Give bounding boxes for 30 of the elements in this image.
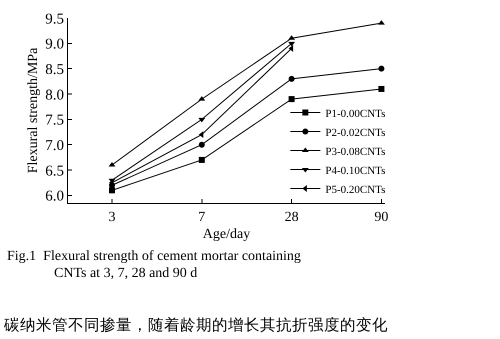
legend-label: P3-0.08CNTs <box>325 146 386 158</box>
text: 碳纳米管不同掺量，随着龄期的增长其抗折强度的变化 <box>3 316 388 334</box>
legend-label: P5-0.20CNTs <box>325 184 386 196</box>
caption: Fig.1 Flexural strength of cement mortar containing <box>7 249 301 264</box>
point <box>108 162 116 166</box>
point <box>109 187 115 194</box>
point <box>288 96 295 102</box>
x-tick-label: 7 <box>198 210 206 225</box>
y-tick-label: 8.5 <box>45 62 64 78</box>
y-axis-title: Flexural strength/MPa <box>26 46 41 174</box>
x-tick-label: 90 <box>374 210 388 225</box>
point <box>198 156 205 163</box>
y-tick-label: 9.5 <box>45 11 64 28</box>
x-axis-title: Age/day <box>202 227 250 242</box>
y-tick-label: 6.5 <box>45 163 64 180</box>
y-tick-label: 6.0 <box>45 188 64 205</box>
y-tick-label: 7.5 <box>45 112 64 129</box>
text: CNTs at 3, 7, 28 and 90 d <box>54 266 198 281</box>
y-tick-label: 7.0 <box>45 138 64 154</box>
legend-label: P1-0.00CNTs <box>325 108 386 120</box>
x-tick-label: 28 <box>284 210 299 225</box>
legend-label: P2-0.02CNTs <box>325 126 386 139</box>
point <box>288 76 295 82</box>
point <box>198 142 205 148</box>
y-tick-label: 8.0 <box>45 87 64 104</box>
x-tick-label: 3 <box>108 210 116 225</box>
y-tick-label: 9.0 <box>45 36 64 53</box>
legend-label: P4-0.10CNTs <box>325 164 386 177</box>
point <box>378 66 384 72</box>
point <box>378 86 384 92</box>
